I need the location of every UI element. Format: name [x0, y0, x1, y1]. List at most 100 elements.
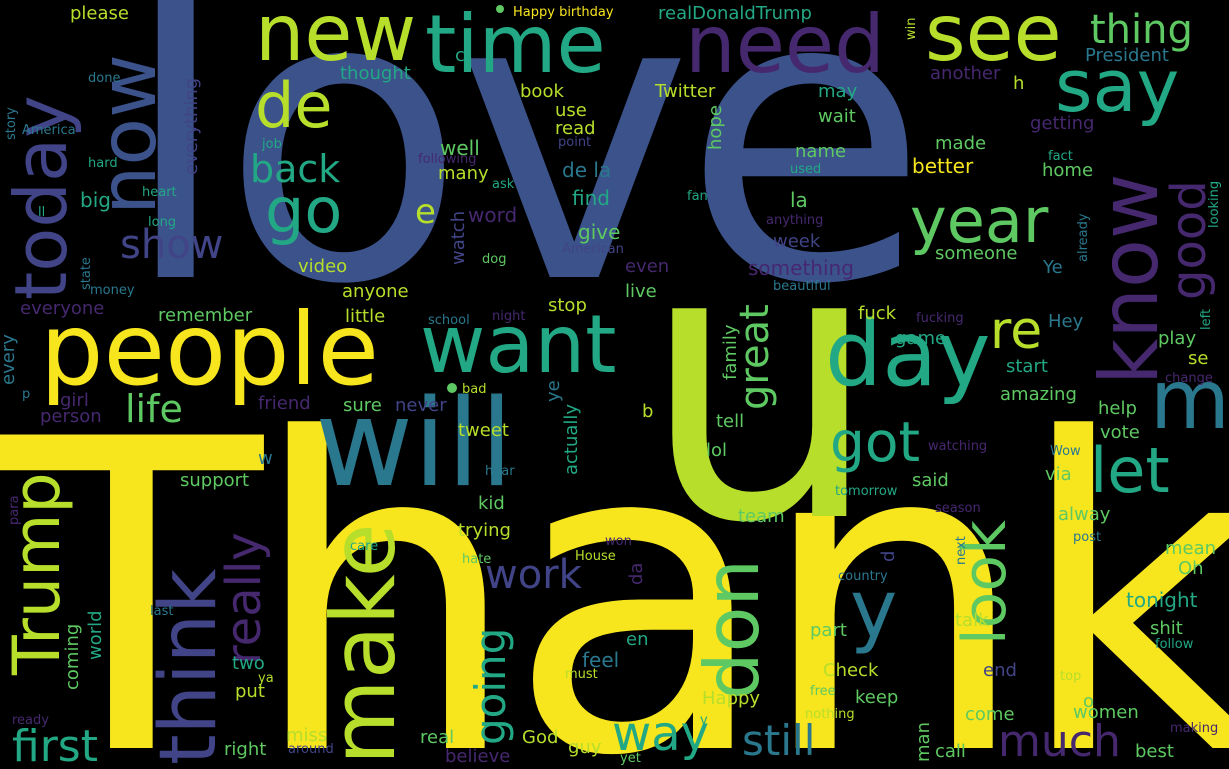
word-hear: hear — [485, 464, 515, 479]
word-e: e — [415, 192, 436, 232]
word-won: won — [605, 534, 632, 549]
word-new: new — [255, 0, 417, 79]
word-american: American — [562, 242, 624, 257]
word-every: every — [0, 334, 19, 385]
word-right: right — [224, 739, 267, 760]
word-world: world — [85, 610, 106, 660]
word-top: top — [1060, 669, 1082, 684]
word-another: another — [930, 63, 1001, 84]
word-house: House — [575, 549, 616, 564]
word-name: name — [795, 141, 847, 162]
word-happy: Happy — [702, 688, 761, 709]
word-really: really — [216, 532, 272, 665]
word-d: d — [878, 550, 899, 562]
word-america: America — [22, 123, 76, 138]
word-end: end — [983, 660, 1017, 681]
word-o: o — [1083, 691, 1095, 712]
word-twitter: Twitter — [655, 81, 716, 102]
word-guy: guy — [568, 737, 602, 758]
word-wow: Wow — [1050, 444, 1081, 459]
word-talk: talk — [955, 610, 989, 631]
word-much: much — [998, 716, 1121, 767]
word-love: love — [120, 0, 929, 372]
word-going: going — [466, 627, 515, 745]
word-m: m — [1150, 353, 1229, 448]
word-made: made — [935, 133, 987, 154]
word-en: en — [626, 629, 649, 650]
word-b: b — [642, 401, 654, 422]
word-first: first — [12, 721, 98, 769]
word-someone: someone — [935, 243, 1018, 264]
word-shit: shit — [1150, 618, 1183, 639]
word-long: long — [148, 215, 177, 230]
word-money: money — [90, 283, 135, 298]
word-believe: believe — [445, 746, 511, 767]
word-tell: tell — [716, 411, 745, 432]
word-put: put — [235, 681, 265, 702]
word-give: give — [578, 220, 621, 244]
word-alway: alway — [1058, 504, 1111, 525]
word-used: used — [790, 162, 822, 177]
word-thank: Thank — [0, 350, 1229, 769]
word-fucking: fucking — [916, 311, 964, 326]
word-story: story — [4, 107, 19, 140]
word-said: said — [912, 470, 949, 491]
word-night: night — [492, 309, 526, 324]
word-stop: stop — [548, 295, 587, 316]
word-fan: fan — [687, 189, 708, 204]
word-w: w — [258, 448, 273, 469]
word-ya: ya — [258, 671, 274, 686]
word-real-donald-trump: realDonaldTrump — [658, 3, 812, 24]
word-help: help — [1098, 398, 1137, 419]
word-done: done — [88, 71, 121, 86]
word-sure: sure — [343, 395, 382, 416]
word-good: good — [1161, 180, 1217, 300]
word-got: got — [830, 410, 921, 474]
word-around: around — [288, 742, 334, 757]
word-must: must — [565, 667, 598, 682]
word-god: God — [522, 727, 559, 748]
word-v: v — [700, 713, 708, 728]
word-girl: girl — [60, 390, 89, 411]
word-para: para — [7, 495, 22, 525]
word-h: h — [1013, 73, 1025, 94]
word-great: great — [732, 304, 778, 410]
word-make: make — [312, 523, 415, 765]
word-let: let — [1090, 434, 1170, 507]
word-come: come — [965, 704, 1015, 725]
word-care: care — [350, 539, 379, 554]
word-thing: thing — [1090, 7, 1193, 53]
word-back: back — [250, 147, 341, 191]
word-yet: yet — [620, 751, 641, 766]
word-change: change — [1165, 371, 1213, 386]
word-something: something — [748, 256, 854, 280]
word-vote: vote — [1100, 422, 1140, 443]
word-ye-upper: Ye — [1043, 257, 1063, 278]
word-actually: actually — [561, 403, 582, 475]
word-free: free — [810, 684, 836, 699]
word-man: man — [913, 722, 934, 762]
word-will: will — [315, 375, 514, 514]
word-two: two — [232, 653, 265, 674]
word-oh: Oh — [1178, 558, 1204, 579]
dot-marker-mid — [447, 383, 457, 393]
word-job: job — [262, 137, 282, 152]
word-ye-lower: ye — [543, 380, 564, 402]
word-big: big — [80, 188, 111, 212]
word-last: last — [150, 604, 174, 619]
word-best: best — [1135, 741, 1174, 762]
word-c: c — [455, 45, 465, 66]
word-de-la: de la — [562, 158, 612, 182]
word-state: state — [79, 257, 94, 290]
word-watch: watch — [448, 210, 469, 265]
word-go: go — [265, 174, 343, 247]
word-may: may — [818, 81, 858, 102]
word-nothing: nothing — [805, 707, 855, 722]
word-real: real — [420, 727, 455, 748]
word-tweet: tweet — [458, 420, 509, 441]
word-year: year — [910, 184, 1049, 257]
word-don: don — [688, 558, 776, 700]
word-remember: remember — [158, 305, 253, 326]
word-y: y — [850, 563, 898, 656]
